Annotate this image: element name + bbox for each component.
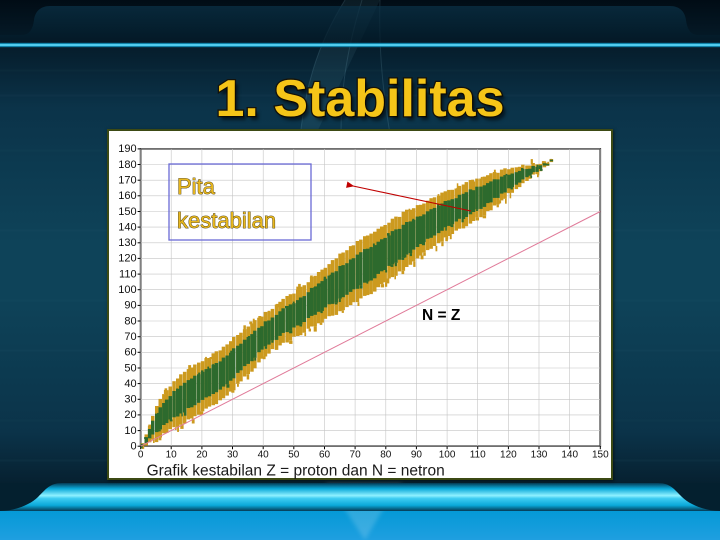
svg-text:50: 50 xyxy=(288,450,300,461)
svg-text:150: 150 xyxy=(592,450,609,461)
svg-text:10: 10 xyxy=(166,450,178,461)
svg-text:10: 10 xyxy=(124,425,136,437)
svg-text:N = Z: N = Z xyxy=(422,307,461,324)
svg-text:90: 90 xyxy=(124,300,136,312)
svg-text:160: 160 xyxy=(118,190,136,202)
svg-text:60: 60 xyxy=(124,347,136,359)
svg-text:50: 50 xyxy=(124,362,136,374)
svg-text:150: 150 xyxy=(118,206,136,218)
svg-text:30: 30 xyxy=(124,394,136,406)
svg-text:110: 110 xyxy=(119,268,137,280)
svg-text:190: 190 xyxy=(118,143,136,155)
svg-text:40: 40 xyxy=(124,378,136,390)
svg-text:60: 60 xyxy=(319,450,331,461)
svg-text:130: 130 xyxy=(531,450,548,461)
svg-text:130: 130 xyxy=(118,237,136,249)
svg-text:100: 100 xyxy=(439,450,456,461)
svg-text:0: 0 xyxy=(130,441,136,453)
svg-text:0: 0 xyxy=(138,450,144,461)
svg-text:30: 30 xyxy=(227,450,239,461)
svg-text:90: 90 xyxy=(411,450,423,461)
svg-text:20: 20 xyxy=(196,450,208,461)
svg-text:40: 40 xyxy=(258,450,270,461)
svg-text:170: 170 xyxy=(118,175,136,187)
svg-text:20: 20 xyxy=(124,409,136,421)
svg-text:140: 140 xyxy=(118,221,136,233)
svg-text:140: 140 xyxy=(561,450,578,461)
svg-text:kestabilan: kestabilan xyxy=(177,208,276,233)
svg-text:70: 70 xyxy=(124,331,136,343)
svg-text:80: 80 xyxy=(124,315,136,327)
svg-text:100: 100 xyxy=(118,284,136,296)
svg-text:Pita: Pita xyxy=(177,174,216,199)
svg-text:70: 70 xyxy=(350,450,362,461)
svg-text:80: 80 xyxy=(380,450,392,461)
svg-text:180: 180 xyxy=(118,159,136,171)
svg-text:110: 110 xyxy=(470,450,486,461)
svg-text:120: 120 xyxy=(500,450,517,461)
svg-text:120: 120 xyxy=(118,253,136,265)
svg-text:Grafik kestabilan Z = proton d: Grafik kestabilan Z = proton dan N = net… xyxy=(147,463,445,480)
